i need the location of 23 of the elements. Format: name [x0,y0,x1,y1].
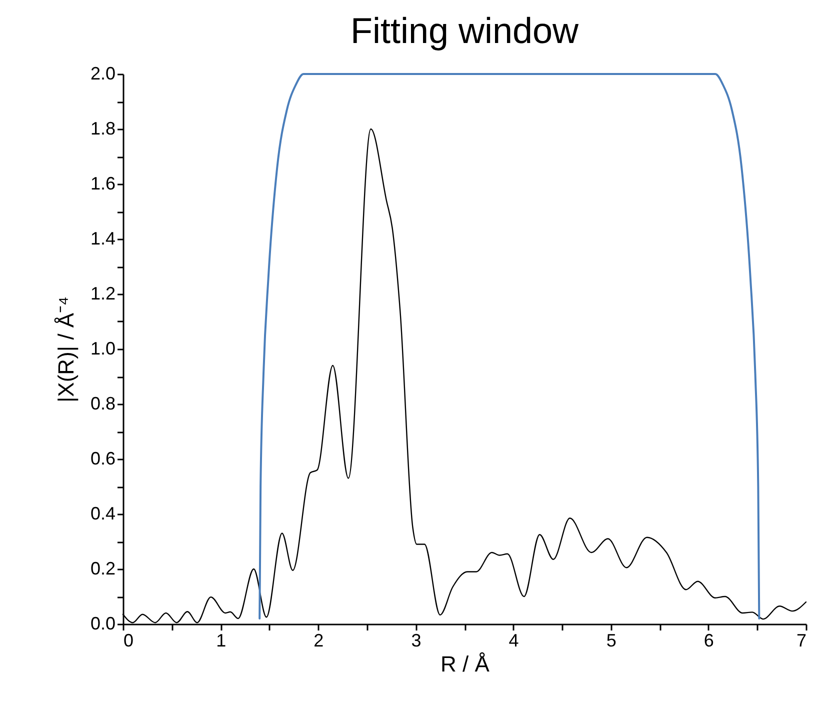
y-tick-label: 1.0 [90,338,116,358]
y-tick-label: 0.2 [90,558,116,578]
y-axis-title: |X(R)| / Å⁻⁴ [53,296,78,403]
x-tick-label: 4 [508,630,519,650]
chart-title: Fitting window [350,10,580,51]
x-tick-label: 7 [796,630,806,650]
y-tick-label: 0.6 [90,448,116,468]
x-tick-label: 0 [124,630,134,650]
x-tick-label: 3 [411,630,422,650]
y-tick-label: 1.2 [90,284,116,304]
y-tick-label: 1.4 [90,228,116,248]
line-series [258,73,760,620]
y-tick-label: 0.0 [90,614,116,634]
y-tick-label: 0.4 [90,504,116,524]
y-tick-label: 0.8 [90,394,116,414]
x-tick-label: 1 [216,630,226,650]
x-axis-title: R / Å [440,652,490,676]
x-tick-label: 5 [606,630,616,650]
x-tick-label: 2 [314,630,324,650]
y-tick-label: 1.6 [90,174,116,194]
y-tick-label: 1.8 [90,118,116,138]
y-tick-label: 2.0 [90,64,116,84]
x-tick-label: 6 [704,630,714,650]
